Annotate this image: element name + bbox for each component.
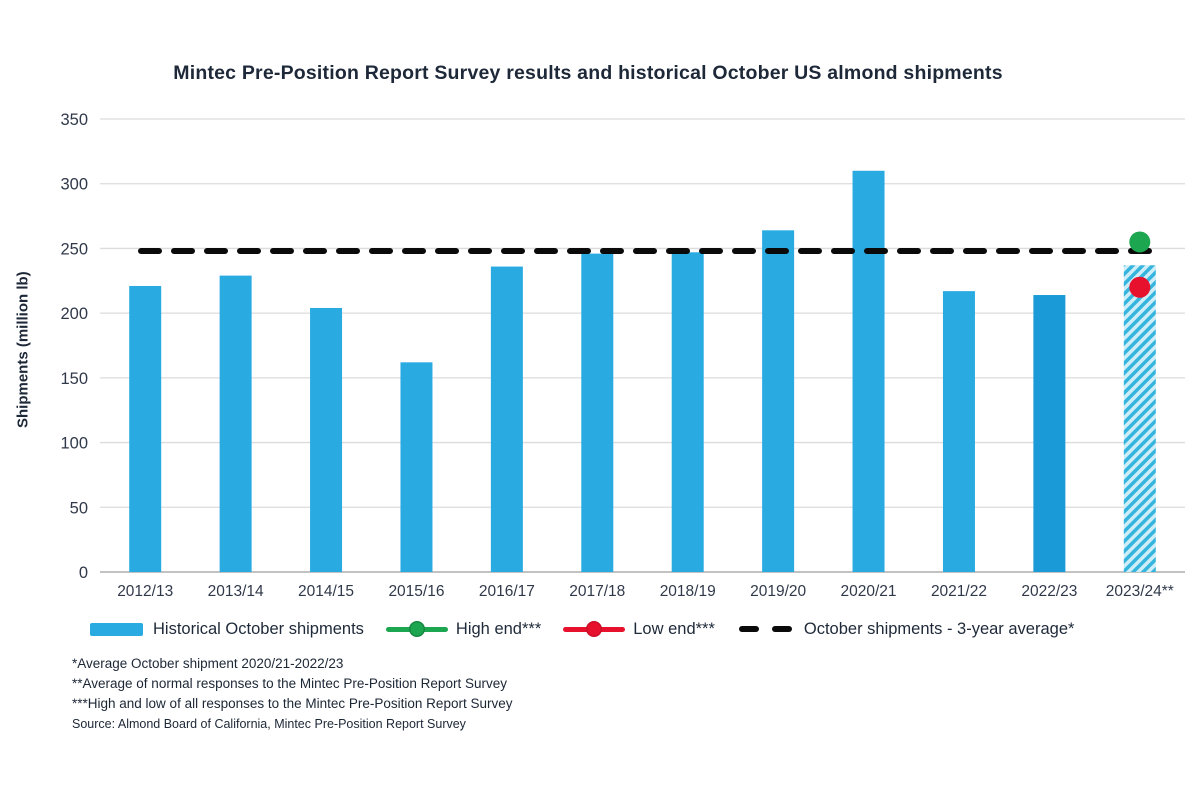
y-tick-label: 300 xyxy=(60,176,88,194)
source-note: Source: Almond Board of California, Mint… xyxy=(72,717,466,731)
legend-label-low-end: Low end*** xyxy=(633,619,715,638)
x-tick-label: 2013/14 xyxy=(208,583,264,600)
legend-label-average: October shipments - 3-year average* xyxy=(803,619,1075,638)
bar xyxy=(310,307,343,572)
x-tick-label: 2016/17 xyxy=(479,583,535,600)
x-tick-label: 2023/24** xyxy=(1106,583,1174,600)
bar xyxy=(129,285,162,572)
x-tick-label: 2019/20 xyxy=(750,583,806,600)
x-tick-label: 2018/19 xyxy=(660,583,716,600)
footnote-3: ***High and low of all responses to the … xyxy=(72,696,513,711)
bar xyxy=(400,362,433,572)
bar xyxy=(219,275,252,572)
legend-label-high-end: High end*** xyxy=(455,619,542,638)
bar xyxy=(1033,295,1066,572)
x-tick-label: 2014/15 xyxy=(298,583,354,600)
x-tick-label: 2015/16 xyxy=(388,583,444,600)
forecast-bar xyxy=(1123,265,1156,572)
y-tick-label: 150 xyxy=(60,370,88,388)
bar xyxy=(490,266,523,572)
bar xyxy=(581,253,614,572)
low-end-marker-icon xyxy=(563,621,626,637)
y-tick-label: 200 xyxy=(60,305,88,323)
x-tick-label: 2012/13 xyxy=(117,583,173,600)
footnotes: *Average October shipment 2020/21-2022/2… xyxy=(72,654,512,734)
x-tick-label: 2020/21 xyxy=(841,583,897,600)
bar xyxy=(852,170,885,572)
low-end-dot xyxy=(1129,276,1151,298)
y-tick-label: 350 xyxy=(60,111,88,129)
y-tick-label: 0 xyxy=(79,564,88,582)
high-end-dot xyxy=(1129,231,1151,253)
dashed-line-icon xyxy=(738,626,792,632)
chart-plot-area: 0 50 100 150 200 250 300 350 2012/13 2013/14 2014/… xyxy=(60,111,1185,600)
x-tick-label: 2017/18 xyxy=(569,583,625,600)
y-tick-label: 50 xyxy=(70,499,88,517)
chart-title: Mintec Pre-Position Report Survey result… xyxy=(173,62,1003,84)
legend-label-historical: Historical October shipments xyxy=(153,619,364,638)
chart-legend: Historical October shipments High end***… xyxy=(90,616,1170,642)
x-tick-label: 2021/22 xyxy=(931,583,987,600)
x-tick-label: 2022/23 xyxy=(1021,583,1077,600)
historical-shipments-swatch xyxy=(90,622,143,636)
high-end-marker-icon xyxy=(385,621,448,637)
bar xyxy=(762,230,795,572)
y-tick-label: 100 xyxy=(60,435,88,453)
footnote-2: **Average of normal responses to the Min… xyxy=(72,676,507,691)
footnote-1: *Average October shipment 2020/21-2022/2… xyxy=(72,656,344,671)
bar xyxy=(671,252,704,572)
y-tick-label: 250 xyxy=(60,240,88,258)
chart-svg: 0 50 100 150 200 250 300 350 2012/13 2013/14 2014/… xyxy=(60,111,1185,600)
bar xyxy=(942,291,975,572)
